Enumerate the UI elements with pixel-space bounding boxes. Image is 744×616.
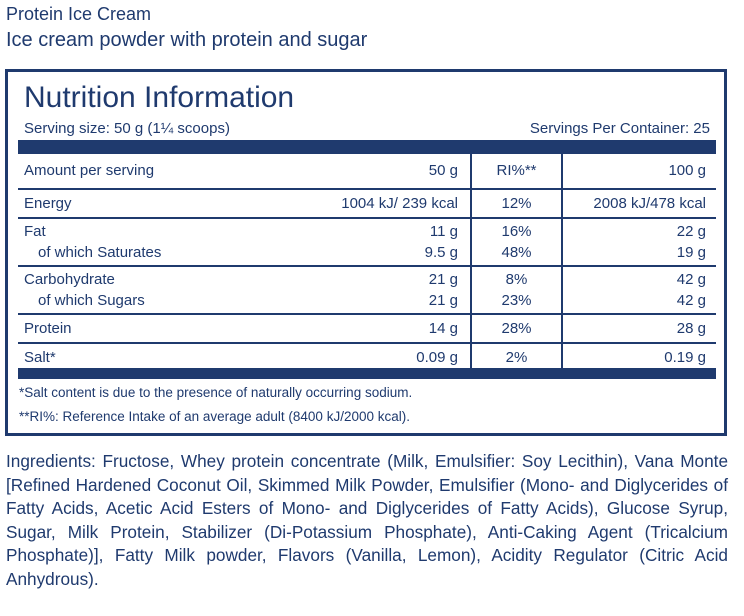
- table-row: Protein 14 g 28% 28 g: [18, 314, 716, 344]
- product-header: Protein Ice Cream Ice cream powder with …: [6, 2, 367, 54]
- ingredients-text: Ingredients: Fructose, Whey protein conc…: [6, 451, 728, 589]
- per100-fat: 22 g: [676, 223, 706, 240]
- row-label-carbohydrate: Carbohydrate: [24, 271, 115, 288]
- per100-saturates: 19 g: [676, 244, 706, 261]
- row-ri: 28%: [471, 314, 563, 344]
- sublabel: of which Sugars: [38, 292, 145, 309]
- ri-sugars: 23%: [501, 292, 532, 309]
- nutrition-title: Nutrition Information: [24, 81, 295, 114]
- per100-carbohydrate: 42 g: [676, 271, 706, 288]
- value-carbohydrate: 21 g: [428, 271, 458, 288]
- row-ri: 2%: [471, 343, 563, 371]
- row-label-sugars: of which Sugars: [24, 290, 259, 311]
- serving-size: Serving size: 50 g (1¼ scoops): [24, 120, 230, 137]
- value-fat: 11 g: [429, 223, 458, 240]
- header-amount: Amount per serving: [18, 154, 259, 190]
- row-label-fat: Fat: [24, 223, 46, 240]
- header-100g: 100 g: [562, 154, 716, 190]
- table-row: Energy 1004 kJ/ 239 kcal 12% 2008 kJ/478…: [18, 189, 716, 219]
- ri-fat: 16%: [501, 223, 532, 240]
- product-name: Protein Ice Cream: [6, 4, 152, 24]
- row-per-100g: 42 g 42 g: [562, 266, 716, 315]
- header-serving: 50 g: [259, 154, 472, 190]
- row-per-serving: 1004 kJ/ 239 kcal: [259, 189, 472, 219]
- nutrition-panel: Nutrition Information Serving size: 50 g…: [5, 69, 727, 436]
- footnote-salt: *Salt content is due to the presence of …: [19, 385, 413, 400]
- row-per-serving: 0.09 g: [259, 343, 472, 371]
- row-per-100g: 0.19 g: [664, 349, 706, 366]
- per100-sugars: 42 g: [676, 292, 706, 309]
- row-label-saturates: of which Saturates: [24, 242, 259, 263]
- row-ri: 12%: [471, 189, 563, 219]
- row-label: Carbohydrate of which Sugars: [18, 266, 259, 315]
- servings-per-container: Servings Per Container: 25: [529, 120, 710, 137]
- row-ri: 16% 48%: [471, 218, 563, 267]
- table-row: Salt* 0.09 g 2% 0.19 g: [18, 343, 716, 371]
- row-per-100g: 28 g: [562, 314, 716, 344]
- table-row: Fat of which Saturates 11 g 9.5 g 16% 48…: [18, 218, 716, 267]
- table-header-row: Amount per serving 50 g RI%** 100 g: [18, 154, 716, 190]
- header-ri: RI%**: [471, 154, 563, 190]
- row-label: Protein: [18, 314, 259, 344]
- row-label: Fat of which Saturates: [18, 218, 259, 267]
- row-per-100g: 2008 kJ/478 kcal: [562, 189, 716, 219]
- value-sugars: 21 g: [428, 292, 458, 309]
- row-label: Salt*: [24, 349, 56, 366]
- row-ri: 8% 23%: [471, 266, 563, 315]
- row-per-serving: 21 g 21 g: [259, 266, 472, 315]
- row-label: Energy: [18, 189, 259, 219]
- divider-bar-bottom: [18, 368, 716, 379]
- table-row: Carbohydrate of which Sugars 21 g 21 g 8…: [18, 266, 716, 315]
- footnote-ri: **RI%: Reference Intake of an average ad…: [19, 409, 410, 424]
- row-per-serving: 11 g 9.5 g: [259, 218, 472, 267]
- value-saturates: 9.5 g: [424, 244, 458, 261]
- row-per-100g: 22 g 19 g: [562, 218, 716, 267]
- product-description: Ice cream powder with protein and sugar: [6, 29, 368, 51]
- divider-bar-top: [18, 140, 716, 154]
- nutrition-table: Amount per serving 50 g RI%** 100 g Ener…: [18, 154, 716, 371]
- ri-saturates: 48%: [501, 244, 532, 261]
- row-per-serving: 14 g: [259, 314, 472, 344]
- sublabel: of which Saturates: [38, 244, 162, 261]
- ri-carbohydrate: 8%: [505, 271, 528, 288]
